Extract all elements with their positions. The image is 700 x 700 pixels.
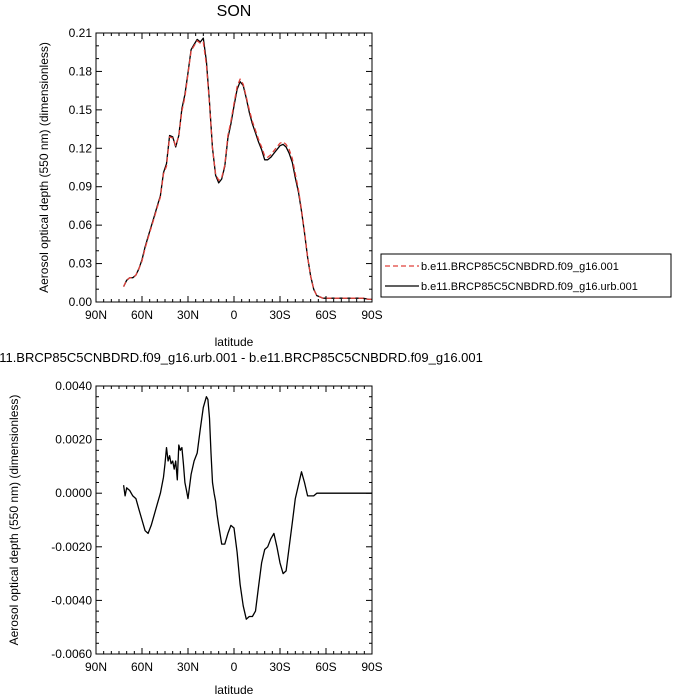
bottom-chart-ticks: 90N 60N 30N 0 30S 60S 90S -0.0060 -0.0040 -0.0020… bbox=[51, 379, 382, 674]
top-xtick-label: 60N bbox=[131, 308, 153, 322]
bottom-ytick-label: -0.0060 bbox=[51, 647, 92, 661]
top-ytick-label: 0.00 bbox=[69, 295, 93, 309]
bottom-chart-ylabel: Aerosol optical depth (550 nm) (dimensio… bbox=[7, 395, 21, 646]
legend: b.e11.BRCP85C5CNBDRD.f09_g16.001 b.e11.B… bbox=[380, 253, 672, 298]
top-ytick-label: 0.15 bbox=[69, 103, 93, 117]
bottom-xtick-label: 90S bbox=[361, 660, 382, 674]
top-series-line-0 bbox=[123, 40, 372, 301]
legend-box bbox=[380, 253, 672, 298]
bottom-chart-frame bbox=[95, 385, 373, 655]
top-chart-frame bbox=[95, 32, 373, 303]
bottom-ytick-label: 0.0040 bbox=[55, 379, 92, 393]
top-xtick-label: 0 bbox=[231, 308, 238, 322]
bottom-ytick-label: -0.0040 bbox=[51, 593, 92, 607]
bottom-ytick-label: 0.0020 bbox=[55, 433, 92, 447]
bottom-series-line-0 bbox=[122, 396, 372, 620]
bottom-chart: b.e11.BRCP85C5CNBDRD.f09_g16.urb.001 - b… bbox=[0, 350, 483, 697]
bottom-xtick-label: 60N bbox=[131, 660, 153, 674]
top-ytick-label: 0.09 bbox=[69, 180, 93, 194]
top-xtick-label: 60S bbox=[315, 308, 336, 322]
top-chart-xlabel: latitude bbox=[215, 335, 254, 349]
top-chart-ticks: 90N 60N 30N 0 30S 60S 90S 0.00 0.03 0.06 0.09 0.12 0… bbox=[69, 26, 383, 322]
top-ytick-label: 0.21 bbox=[69, 26, 93, 40]
legend-label-urb: b.e11.BRCP85C5CNBDRD.f09_g16.urb.001 bbox=[421, 281, 638, 293]
bottom-xtick-label: 90N bbox=[85, 660, 107, 674]
bottom-ytick-label: 0.0000 bbox=[55, 486, 92, 500]
top-xtick-label: 90S bbox=[361, 308, 382, 322]
bottom-chart-xlabel: latitude bbox=[215, 683, 254, 697]
bottom-xtick-label: 30N bbox=[177, 660, 199, 674]
top-ytick-label: 0.06 bbox=[69, 218, 93, 232]
top-chart: SON 90N 60N 30N 0 30S 60S 90S 0.00 0.03 0.06 0.09 0… bbox=[37, 3, 383, 349]
bottom-xtick-label: 60S bbox=[315, 660, 336, 674]
bottom-chart-series bbox=[122, 396, 372, 620]
bottom-xtick-label: 30S bbox=[269, 660, 290, 674]
top-xtick-label: 90N bbox=[85, 308, 107, 322]
top-xtick-label: 30S bbox=[269, 308, 290, 322]
top-chart-ylabel: Aerosol optical depth (550 nm) (dimensio… bbox=[37, 42, 51, 293]
top-chart-title: SON bbox=[217, 3, 252, 20]
top-series-line-1 bbox=[123, 37, 372, 301]
legend-label-control: b.e11.BRCP85C5CNBDRD.f09_g16.001 bbox=[421, 261, 619, 273]
top-ytick-label: 0.18 bbox=[69, 64, 93, 78]
top-ytick-label: 0.12 bbox=[69, 141, 93, 155]
top-xtick-label: 30N bbox=[177, 308, 199, 322]
bottom-chart-title: b.e11.BRCP85C5CNBDRD.f09_g16.urb.001 - b… bbox=[0, 350, 483, 365]
bottom-xtick-label: 0 bbox=[231, 660, 238, 674]
bottom-ytick-label: -0.0020 bbox=[51, 540, 92, 554]
top-chart-series bbox=[123, 37, 372, 301]
top-ytick-label: 0.03 bbox=[69, 257, 93, 271]
